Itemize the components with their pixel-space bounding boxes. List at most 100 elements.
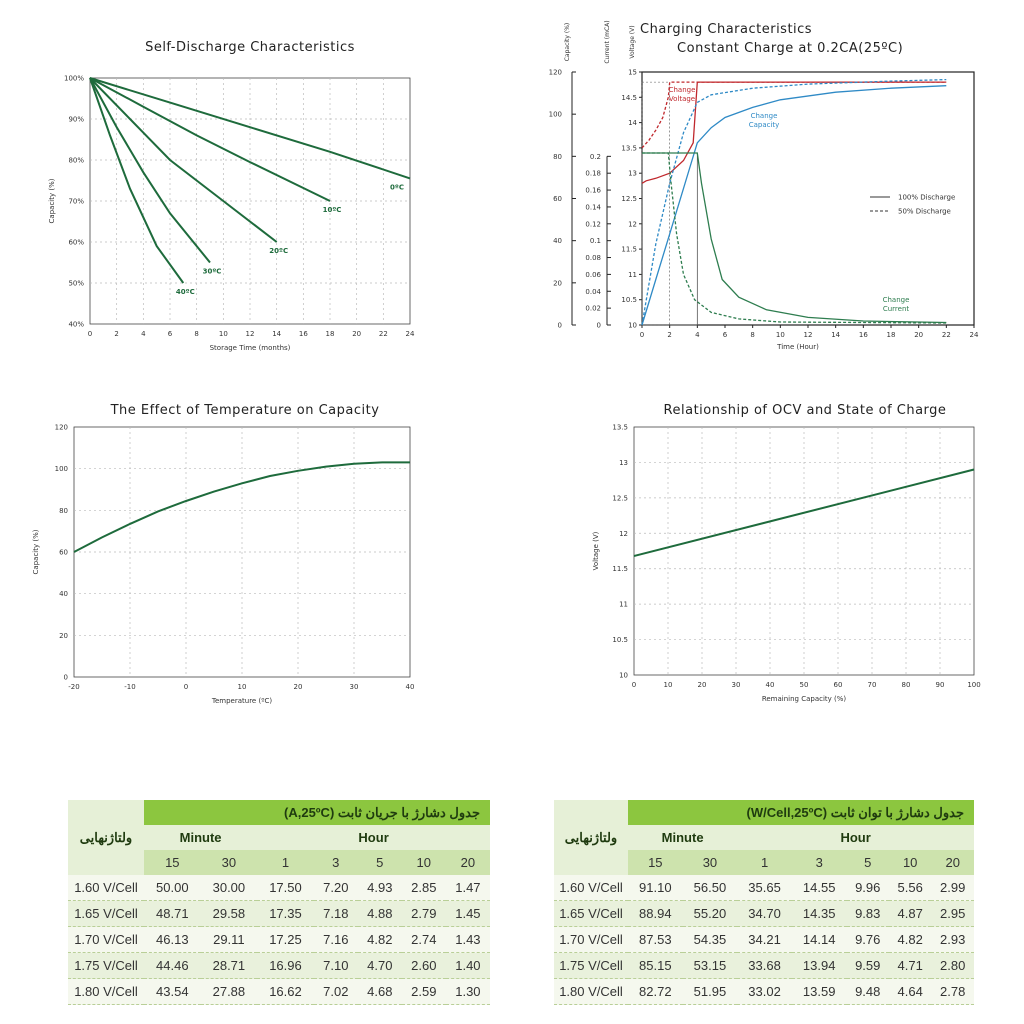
- table-cell: 1.40: [445, 952, 490, 979]
- capacity-tick-label: 80: [553, 153, 562, 161]
- series-label: 10ºC: [323, 206, 342, 214]
- table-cell: 85.15: [628, 952, 683, 979]
- capacity-tick-label: 120: [549, 69, 562, 77]
- current-annotation: Change Current: [883, 296, 910, 313]
- voltage-tick-label: 10: [628, 322, 637, 330]
- current-tick-label: 0.14: [585, 203, 601, 211]
- x-tick-label: 16: [859, 331, 868, 339]
- capacity-tick-label: 0: [558, 322, 562, 330]
- table-cell: 2.60: [401, 952, 446, 979]
- table-row: 1.75 V/Cell 85.15 53.15 33.68 13.94 9.59 4.71 2…: [554, 952, 974, 979]
- x-tick-label: 40: [766, 681, 775, 689]
- final-voltage-header: ولتاژنهایی: [68, 800, 144, 875]
- voltage-tick-label: 13.5: [621, 144, 637, 152]
- table-cell: 7.20: [313, 875, 358, 901]
- series-line-current_50: [642, 152, 947, 324]
- y-tick-label: 11: [619, 601, 628, 609]
- table-cell: 2.93: [931, 926, 974, 953]
- temperature-capacity-chart: -20 -10 0 10 20 30 40 0 20 40 60 80 100 120 Temperatur…: [32, 424, 415, 706]
- x-tick-label: 14: [272, 330, 281, 338]
- x-tick-label: 20: [294, 683, 303, 691]
- y-tick-label: 40%: [68, 321, 84, 329]
- table-cell: 4.87: [888, 900, 932, 927]
- series-line-ocv: [633, 468, 975, 557]
- x-tick-label: 30: [732, 681, 741, 689]
- series-line-0ºC: [89, 77, 411, 180]
- x-tick-label: 12: [804, 331, 813, 339]
- x-tick-label: 6: [723, 331, 728, 339]
- series-line-current_100: [642, 152, 947, 324]
- x-tick-label: 2: [667, 331, 671, 339]
- voltage-tick-label: 10.5: [621, 296, 637, 304]
- table-cell: 4.82: [888, 926, 932, 953]
- y-axis-label: Voltage (V): [592, 531, 600, 570]
- y-tick-label: 60: [59, 549, 68, 557]
- table-cell: 1.30: [445, 978, 490, 1005]
- table-cell: 9.59: [846, 952, 889, 979]
- table-cell: 4.64: [888, 978, 932, 1005]
- table-cell: 1.45: [445, 900, 490, 927]
- x-tick-label: 30: [350, 683, 359, 691]
- voltage-annotation: Change Voltage: [669, 86, 696, 103]
- x-tick-label: 16: [299, 330, 308, 338]
- table-row: 1.60 V/Cell 91.10 56.50 35.65 14.55 9.96 5.56 2…: [554, 875, 974, 901]
- table-cell: 2.95: [931, 900, 974, 927]
- table-cell: 9.48: [846, 978, 889, 1005]
- table-title: جدول دشارژ با جریان ثابت (A,25ºC): [144, 800, 490, 825]
- column-header: 1: [257, 850, 314, 875]
- x-tick-label: 8: [194, 330, 198, 338]
- constant-power-discharge-table: ولتاژنهایی جدول دشارژ با توان ثابت (W/Ce…: [554, 800, 974, 1005]
- series-label: 0ºC: [390, 183, 404, 191]
- x-tick-label: 10: [219, 330, 228, 338]
- voltage-tick-label: 11: [628, 271, 637, 279]
- table-cell: 33.02: [737, 978, 792, 1005]
- table-cell: 56.50: [682, 875, 738, 901]
- minute-header: Minute: [628, 825, 738, 850]
- chart-title-ocv: Relationship of OCV and State of Charge: [663, 403, 947, 418]
- current-axis-label: Current (mCA): [604, 20, 611, 63]
- current-tick-label: 0.02: [585, 305, 601, 313]
- x-tick-label: 4: [695, 331, 700, 339]
- table-cell: 4.71: [888, 952, 932, 979]
- capacity-tick-label: 100: [549, 111, 562, 119]
- y-tick-label: 80: [59, 507, 68, 515]
- y-tick-label: 120: [55, 424, 68, 432]
- table-row: 1.65 V/Cell 48.71 29.58 17.35 7.18 4.88 2.79 1.…: [68, 900, 490, 927]
- capacity-tick-label: 60: [553, 195, 562, 203]
- column-header: 20: [931, 850, 974, 875]
- ocv-soc-chart: 0 10 20 30 40 50 60 70 80 90 100 10 10.5 11 11.5 12 12.5…: [592, 424, 981, 704]
- capacity-tick-label: 40: [553, 237, 562, 245]
- table-cell: 91.10: [628, 875, 683, 901]
- x-tick-label: 40: [406, 683, 415, 691]
- column-header: 3: [791, 850, 847, 875]
- table-cell: 28.71: [200, 952, 258, 979]
- x-axis-label: Temperature (ºC): [211, 697, 272, 705]
- series-line-capacity: [73, 461, 410, 553]
- table-cell: 55.20: [682, 900, 738, 927]
- x-tick-label: -10: [124, 683, 135, 691]
- voltage-tick-label: 12.5: [621, 195, 637, 203]
- table-cell: 50.00: [144, 875, 201, 901]
- table-cell: 4.82: [357, 926, 402, 953]
- x-tick-label: 100: [967, 681, 980, 689]
- x-tick-label: 2: [114, 330, 118, 338]
- x-tick-label: 22: [942, 331, 951, 339]
- table-cell: 7.10: [313, 952, 358, 979]
- y-tick-label: 12: [619, 530, 628, 538]
- table-cell: 53.15: [682, 952, 738, 979]
- table-cell: 9.96: [846, 875, 889, 901]
- x-tick-label: 70: [868, 681, 877, 689]
- x-tick-label: 60: [834, 681, 843, 689]
- x-tick-label: 14: [831, 331, 840, 339]
- y-tick-label: 10: [619, 672, 628, 680]
- x-tick-label: 0: [88, 330, 92, 338]
- x-tick-label: 0: [632, 681, 636, 689]
- final-voltage-header: ولتاژنهایی: [554, 800, 628, 875]
- table-cell: 17.25: [257, 926, 314, 953]
- y-tick-label: 13: [619, 459, 628, 467]
- voltage-tick-label: 12: [628, 220, 637, 228]
- table-cell: 87.53: [628, 926, 683, 953]
- table-cell: 35.65: [737, 875, 792, 901]
- series-label: 20ºC: [269, 247, 288, 255]
- series-line-voltage_100: [641, 81, 947, 184]
